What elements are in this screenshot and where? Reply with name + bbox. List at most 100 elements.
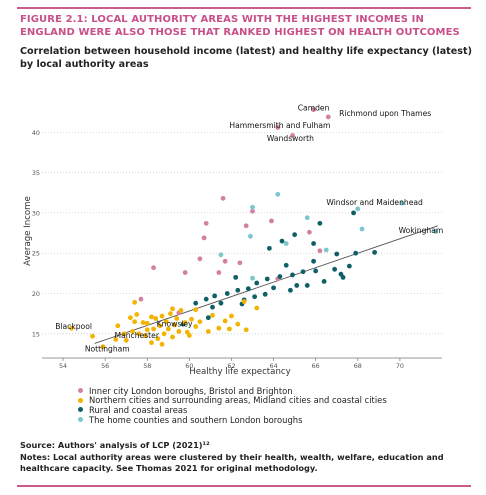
x-tick-label: 70 [396, 362, 404, 370]
data-point-home-counties [359, 226, 365, 232]
data-point-rural-coastal [224, 291, 230, 296]
data-point-northern [136, 331, 142, 337]
data-point-northern [132, 299, 138, 305]
data-point-northern [186, 333, 192, 338]
data-point-northern [193, 307, 199, 313]
data-point-inner-london [269, 218, 274, 224]
data-point-northern [151, 326, 156, 332]
data-point-northern [149, 340, 154, 346]
data-point-northern [121, 331, 127, 337]
top-rule [17, 7, 471, 9]
data-point-inner-london [250, 208, 255, 214]
figure-title: FIGURE 2.1: LOCAL AUTHORITY AREAS WITH T… [20, 14, 460, 38]
data-point-northern [123, 337, 129, 343]
data-point-rural-coastal [279, 238, 285, 244]
data-point-northern [174, 316, 180, 321]
x-axis-label: Healthy life expectancy [189, 367, 290, 377]
data-point-rural-coastal [340, 274, 346, 280]
data-point-northern [132, 319, 138, 325]
data-point-rural-coastal [288, 287, 293, 293]
data-point-inner-london [243, 223, 249, 229]
data-point-rural-coastal [254, 280, 260, 286]
legend: Inner city London boroughs, Bristol and … [78, 386, 387, 425]
annotation-label: Manchester [115, 331, 160, 340]
y-tick-label: 35 [32, 169, 40, 177]
data-point-northern [149, 314, 154, 320]
data-point-northern [159, 313, 165, 319]
x-tick-label: 54 [59, 362, 67, 370]
data-point-home-counties [250, 204, 255, 210]
data-point-northern [235, 321, 241, 327]
data-point-home-counties [218, 252, 224, 258]
data-point-northern [197, 319, 203, 325]
data-point-inner-london [222, 258, 228, 264]
data-point-northern [241, 299, 247, 304]
legend-item-rural: Rural and coastal areas [78, 405, 387, 415]
data-point-rural-coastal [262, 291, 268, 297]
data-point-rural-coastal [311, 241, 316, 246]
data-point-rural-coastal [203, 296, 209, 302]
methodology-note: Notes: Local authority areas were cluste… [20, 452, 444, 473]
data-point-northern [216, 325, 222, 331]
data-point-northern [159, 341, 165, 347]
annotation-label: Windsor and Maidenhead [326, 198, 423, 207]
data-point-northern [128, 315, 133, 321]
data-point-rural-coastal [235, 287, 241, 293]
legend-dot [78, 397, 83, 403]
data-point-rural-coastal [233, 274, 239, 280]
data-point-rural-coastal [277, 274, 283, 279]
data-point-northern [100, 344, 106, 350]
data-point-northern [134, 312, 140, 317]
y-grid [42, 131, 442, 335]
scatter-chart: 15 20 25 30 35 40 54 56 58 60 62 64 66 68 70 Camden Ric… [23, 103, 443, 377]
data-point-northern [130, 328, 135, 334]
bottom-rule [17, 485, 471, 487]
annotation-label: Wandsworth [267, 134, 314, 143]
x-tick-label: 62 [227, 362, 235, 370]
data-point-home-counties [323, 247, 329, 253]
data-point-northern [205, 328, 211, 334]
data-point-northern [172, 322, 178, 328]
data-point-rural-coastal [218, 300, 224, 306]
data-point-inner-london [197, 256, 203, 262]
data-point-northern [193, 324, 199, 329]
data-point-rural-coastal [351, 210, 356, 216]
point-annotations: Camden Richmond upon Thames Hammersmith an… [55, 103, 443, 353]
data-point-home-counties [250, 275, 255, 281]
data-point-northern [163, 319, 169, 325]
annotation-label: Blackpool [55, 322, 92, 331]
data-point-inner-london [138, 296, 144, 302]
x-tick-label: 66 [312, 362, 320, 370]
data-point-rural-coastal [346, 263, 352, 269]
data-point-northern [229, 313, 234, 319]
data-point-northern [170, 334, 175, 340]
annotation-label: Knowsley [157, 320, 193, 329]
data-points [69, 107, 439, 350]
data-point-northern [140, 320, 146, 325]
data-point-northern [153, 316, 159, 321]
data-point-rural-coastal [311, 258, 316, 264]
data-point-northern [254, 305, 260, 311]
data-point-rural-coastal [212, 293, 218, 299]
legend-label: Rural and coastal areas [89, 404, 188, 415]
data-point-northern [144, 327, 150, 333]
data-point-northern [226, 326, 232, 332]
data-point-northern [165, 326, 171, 332]
data-point-rural-coastal [264, 276, 270, 282]
y-tick-label: 25 [32, 250, 40, 258]
data-point-northern [176, 328, 182, 334]
data-point-northern [115, 323, 121, 329]
x-tick-label: 64 [270, 362, 278, 370]
data-point-rural-coastal [290, 272, 295, 278]
legend-dot [78, 417, 83, 423]
axes: 15 20 25 30 35 40 54 56 58 60 62 64 66 68 70 [32, 129, 442, 370]
data-point-home-counties [433, 229, 439, 234]
data-point-rural-coastal [372, 249, 378, 255]
data-point-rural-coastal [313, 268, 319, 274]
legend-item-home-counties: The home counties and southern London bo… [78, 415, 387, 425]
data-point-northern [69, 325, 74, 331]
data-point-home-counties [275, 191, 281, 197]
annotation-label: Wokingham [399, 226, 444, 235]
x-tick-label: 58 [143, 362, 151, 370]
data-point-inner-london [237, 260, 243, 266]
